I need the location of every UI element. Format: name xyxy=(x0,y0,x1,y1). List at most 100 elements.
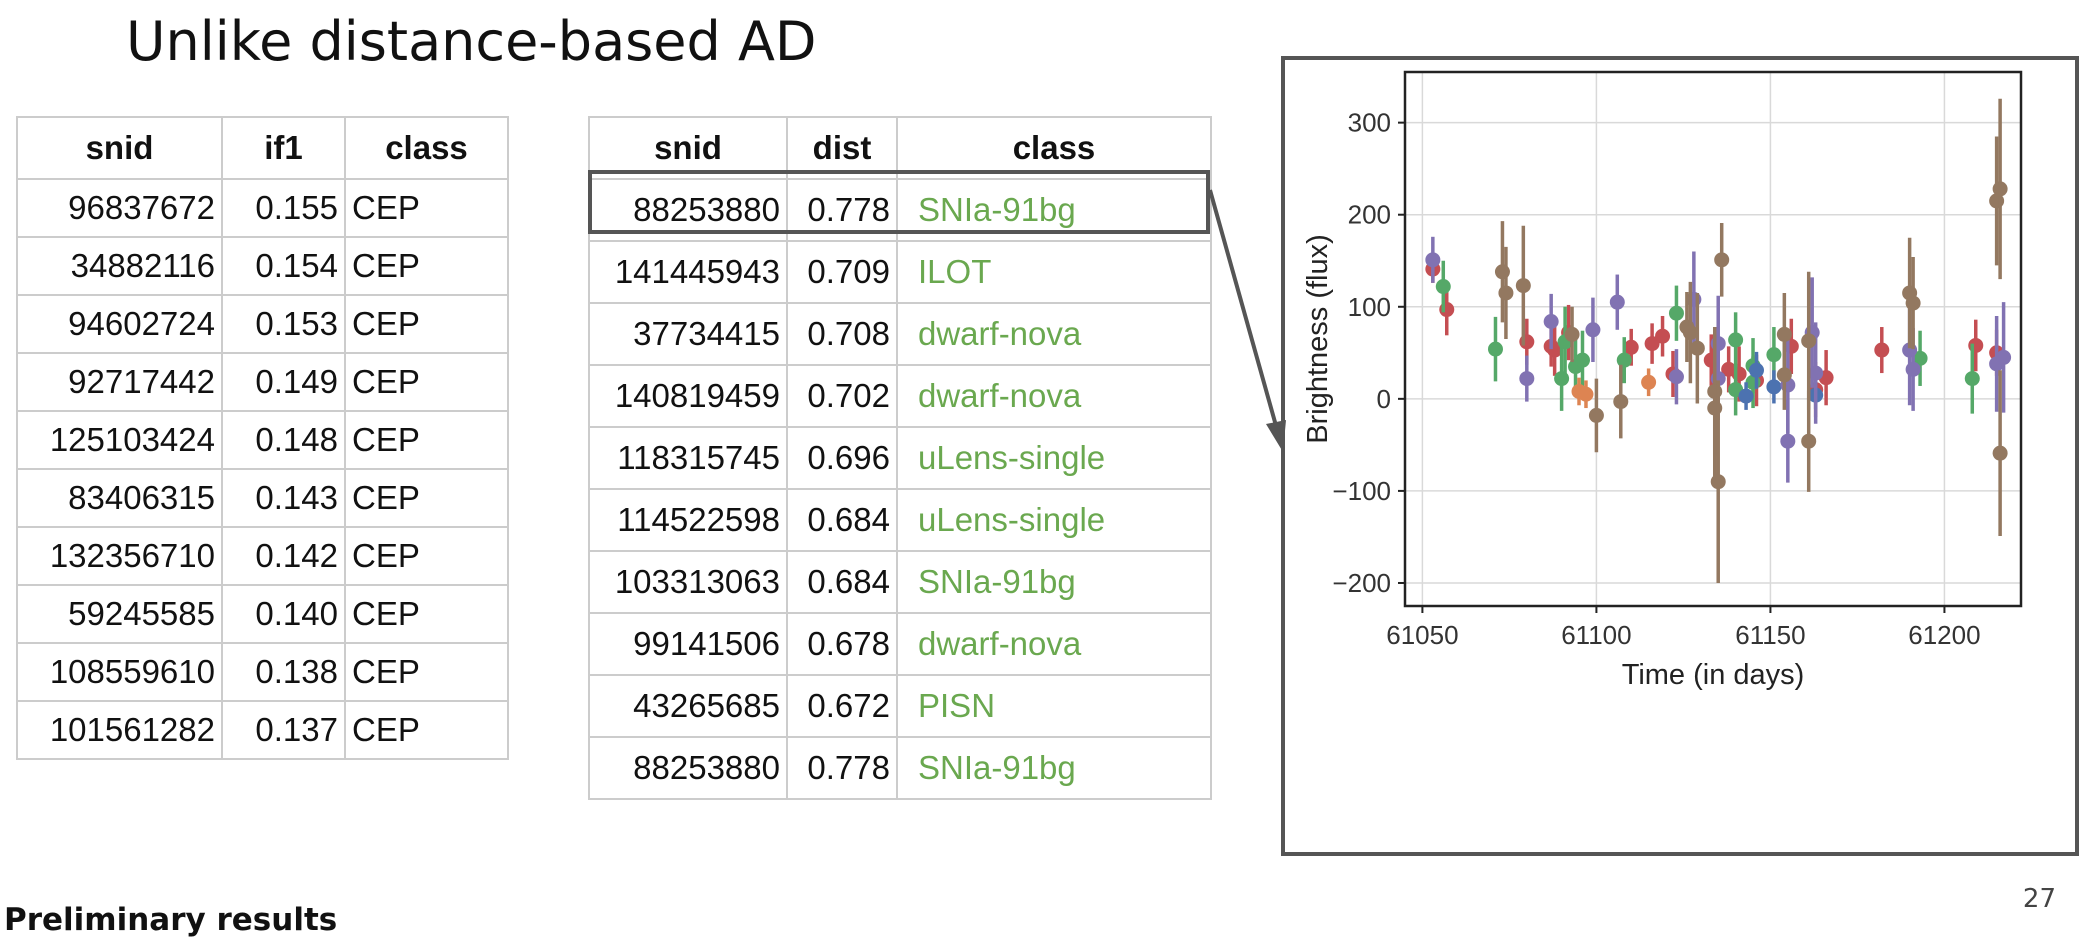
table-row: 101561282 0.137 CEP xyxy=(16,700,509,760)
table-row: 132356710 0.142 CEP xyxy=(16,526,509,586)
cell-class: dwarf-nova xyxy=(896,612,1212,676)
cell-class: CEP xyxy=(344,584,509,644)
column-header-snid: snid xyxy=(16,116,223,180)
x-tick-label: 61050 xyxy=(1386,620,1458,650)
cell-if1: 0.155 xyxy=(221,178,346,238)
column-header-class: class xyxy=(344,116,509,180)
light-curve-chart: 61050 61100 61150 61200 300 200 100 0 −100 −200 Ti… xyxy=(1302,70,2023,691)
column-header-if1: if1 xyxy=(221,116,346,180)
cell-dist: 0.778 xyxy=(786,178,898,242)
table-row: 88253880 0.778 SNIa-91bg xyxy=(588,178,1212,242)
column-header-class: class xyxy=(896,116,1212,180)
page-number: 27 xyxy=(2022,884,2056,914)
cell-if1: 0.149 xyxy=(221,352,346,412)
cell-dist: 0.702 xyxy=(786,364,898,428)
y-axis-label: Brightness (flux) xyxy=(1302,234,1334,444)
data-point xyxy=(1964,371,1980,387)
table-row: 37734415 0.708 dwarf-nova xyxy=(588,302,1212,366)
cell-snid: 83406315 xyxy=(16,468,223,528)
data-point xyxy=(1766,347,1782,363)
cell-class: PISN xyxy=(896,674,1212,738)
cell-dist: 0.709 xyxy=(786,240,898,304)
cell-class: dwarf-nova xyxy=(896,302,1212,366)
cell-class: CEP xyxy=(344,700,509,760)
table-row: 99141506 0.678 dwarf-nova xyxy=(588,612,1212,676)
cell-class: CEP xyxy=(344,642,509,702)
cell-class: SNIa-91bg xyxy=(896,550,1212,614)
data-point xyxy=(1874,342,1890,358)
cell-if1: 0.137 xyxy=(221,700,346,760)
cell-class: CEP xyxy=(344,236,509,296)
data-point xyxy=(1780,433,1796,449)
data-point xyxy=(1655,328,1671,344)
cell-snid: 103313063 xyxy=(588,550,788,614)
cell-snid: 94602724 xyxy=(16,294,223,354)
isolation-forest-table: snid if1 class 96837672 0.155 CEP 34882116 0… xyxy=(16,116,509,760)
cell-snid: 141445943 xyxy=(588,240,788,304)
table-row: 83406315 0.143 CEP xyxy=(16,468,509,528)
data-point xyxy=(1494,264,1510,280)
data-point xyxy=(1668,305,1684,321)
x-axis-label: Time (in days) xyxy=(1622,659,1805,691)
cell-if1: 0.142 xyxy=(221,526,346,586)
table-row: 43265685 0.672 PISN xyxy=(588,674,1212,738)
cell-snid: 99141506 xyxy=(588,612,788,676)
cell-class: uLens-single xyxy=(896,426,1212,490)
data-point xyxy=(1766,379,1782,395)
data-point xyxy=(1738,388,1754,404)
cell-snid: 108559610 xyxy=(16,642,223,702)
data-point xyxy=(1668,369,1684,385)
cell-if1: 0.143 xyxy=(221,468,346,528)
cell-class: dwarf-nova xyxy=(896,364,1212,428)
data-point xyxy=(1996,349,2012,365)
cell-snid: 92717442 xyxy=(16,352,223,412)
y-tick-label: 0 xyxy=(1377,384,1391,414)
x-tick-label: 61150 xyxy=(1735,620,1805,650)
data-point xyxy=(1439,302,1455,318)
cell-snid: 96837672 xyxy=(16,178,223,238)
cell-snid: 88253880 xyxy=(588,736,788,800)
data-point xyxy=(1644,336,1660,352)
slide-title: Unlike distance-based AD xyxy=(126,10,817,73)
cell-dist: 0.678 xyxy=(786,612,898,676)
cell-class: CEP xyxy=(344,352,509,412)
table-row: 34882116 0.154 CEP xyxy=(16,236,509,296)
data-point xyxy=(1710,474,1726,490)
data-point xyxy=(1623,339,1639,355)
data-point xyxy=(1519,334,1535,350)
data-point xyxy=(1519,371,1535,387)
cell-if1: 0.154 xyxy=(221,236,346,296)
cell-class: CEP xyxy=(344,468,509,528)
y-tick-label: 100 xyxy=(1348,292,1391,322)
plot-area-border xyxy=(1403,70,2023,608)
table-row: 125103424 0.148 CEP xyxy=(16,410,509,470)
x-tick-label: 61100 xyxy=(1561,620,1631,650)
data-point xyxy=(1992,445,2008,461)
table-header-row: snid dist class xyxy=(588,116,1212,180)
data-point xyxy=(1616,352,1632,368)
cell-class: CEP xyxy=(344,526,509,586)
data-point xyxy=(1728,332,1744,348)
table-row: 118315745 0.696 uLens-single xyxy=(588,426,1212,490)
data-point xyxy=(1905,295,1921,311)
cell-snid: 118315745 xyxy=(588,426,788,490)
cell-if1: 0.138 xyxy=(221,642,346,702)
data-point xyxy=(1801,333,1817,349)
table-row: 141445943 0.709 ILOT xyxy=(588,240,1212,304)
data-point xyxy=(1543,314,1559,330)
table-row: 96837672 0.155 CEP xyxy=(16,178,509,238)
cell-dist: 0.708 xyxy=(786,302,898,366)
table-row: 92717442 0.149 CEP xyxy=(16,352,509,412)
cell-if1: 0.153 xyxy=(221,294,346,354)
table-row: 114522598 0.684 uLens-single xyxy=(588,488,1212,552)
footer-label: Preliminary results xyxy=(4,902,338,938)
cell-snid: 88253880 xyxy=(588,178,788,242)
data-point xyxy=(1707,383,1723,399)
cell-class: CEP xyxy=(344,410,509,470)
data-point xyxy=(1714,252,1730,268)
cell-snid: 101561282 xyxy=(16,700,223,760)
data-point xyxy=(1574,352,1590,368)
column-header-snid: snid xyxy=(588,116,788,180)
table-header-row: snid if1 class xyxy=(16,116,509,180)
data-point xyxy=(1641,374,1657,390)
